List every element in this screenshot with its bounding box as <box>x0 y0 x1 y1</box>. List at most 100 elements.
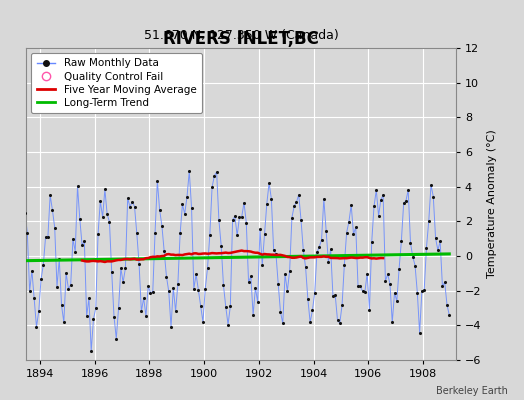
Point <box>94 231 102 237</box>
Point <box>87 348 95 354</box>
Point <box>92 305 100 311</box>
Point <box>409 254 417 260</box>
Point <box>12 266 20 272</box>
Point <box>50 224 59 231</box>
Point <box>240 200 248 206</box>
Point <box>343 229 351 236</box>
Point <box>114 305 123 311</box>
Point <box>16 202 25 209</box>
Point <box>183 194 191 200</box>
Point <box>28 268 36 274</box>
Point <box>226 303 235 310</box>
Point <box>222 304 230 310</box>
Point <box>75 216 84 222</box>
Point <box>338 302 346 308</box>
Point <box>62 270 70 276</box>
Point <box>30 295 38 301</box>
Point <box>107 269 116 276</box>
Point <box>67 282 75 288</box>
Point <box>9 256 18 262</box>
Point <box>438 283 446 290</box>
Point <box>260 231 269 237</box>
Point <box>386 280 394 287</box>
Point <box>288 214 296 221</box>
Point <box>281 271 289 278</box>
Point <box>224 321 232 328</box>
Point <box>43 234 52 241</box>
Point <box>146 290 155 296</box>
Point <box>350 231 358 237</box>
Point <box>301 264 310 270</box>
Point <box>53 284 61 290</box>
Point <box>320 196 328 202</box>
Point <box>167 324 175 330</box>
Point <box>427 182 435 188</box>
Point <box>135 261 143 268</box>
Point <box>384 271 392 278</box>
Point <box>436 238 444 244</box>
Point <box>418 288 426 294</box>
Point <box>329 293 337 299</box>
Point <box>110 314 118 320</box>
Point <box>117 265 125 272</box>
Point <box>124 195 132 201</box>
Point <box>313 249 321 256</box>
Point <box>352 224 360 231</box>
Point <box>324 259 333 265</box>
Point <box>290 203 298 209</box>
Point <box>21 210 29 216</box>
Text: 51.670 N, 127.350 W (Canada): 51.670 N, 127.350 W (Canada) <box>144 29 339 42</box>
Point <box>64 285 73 292</box>
Point <box>242 220 250 226</box>
Point <box>333 317 342 324</box>
Point <box>142 313 150 319</box>
Point <box>188 204 196 211</box>
Point <box>247 273 255 280</box>
Point <box>322 228 330 234</box>
Point <box>82 313 91 319</box>
Point <box>441 279 449 286</box>
Point <box>26 288 34 294</box>
Point <box>335 320 344 326</box>
Point <box>308 307 316 314</box>
Point <box>354 283 362 290</box>
Point <box>73 183 82 189</box>
Point <box>297 217 305 223</box>
Point <box>78 242 86 248</box>
Point <box>406 240 414 246</box>
Point <box>89 316 97 322</box>
Point <box>381 278 390 284</box>
Point <box>443 302 451 308</box>
Point <box>18 216 27 222</box>
Point <box>244 279 253 285</box>
Point <box>388 319 397 326</box>
Point <box>158 223 166 229</box>
Point <box>249 312 257 318</box>
Point <box>306 319 314 326</box>
Point <box>60 319 68 326</box>
Point <box>402 198 410 204</box>
Point <box>370 203 378 210</box>
Point <box>23 230 31 236</box>
Point <box>130 203 139 210</box>
Point <box>420 287 429 294</box>
Y-axis label: Temperature Anomaly (°C): Temperature Anomaly (°C) <box>487 130 497 278</box>
Point <box>48 207 57 213</box>
Point <box>126 204 134 210</box>
Point <box>379 192 387 198</box>
Point <box>137 308 146 315</box>
Point <box>139 295 148 301</box>
Point <box>153 178 161 184</box>
Legend: Raw Monthly Data, Quality Control Fail, Five Year Moving Average, Long-Term Tren: Raw Monthly Data, Quality Control Fail, … <box>31 53 202 113</box>
Point <box>171 308 180 314</box>
Point <box>144 283 152 289</box>
Point <box>99 214 107 220</box>
Point <box>194 287 203 294</box>
Point <box>365 307 374 313</box>
Point <box>69 236 77 242</box>
Point <box>203 265 212 271</box>
Point <box>199 319 207 325</box>
Text: Berkeley Earth: Berkeley Earth <box>436 386 508 396</box>
Point <box>215 217 223 224</box>
Point <box>416 330 424 336</box>
